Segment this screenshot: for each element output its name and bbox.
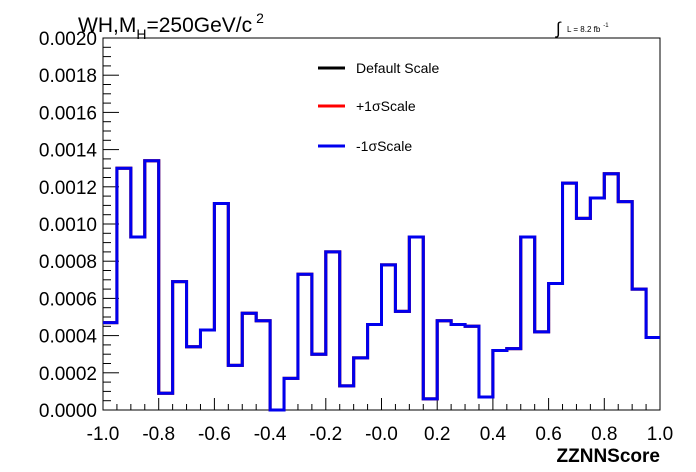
legend-label: -1σScale [356,138,412,154]
y-tick-label: 0.0000 [39,401,97,422]
lumi-label: L = 8.2 fb -1 [567,23,609,34]
legend-label: Default Scale [356,60,439,76]
x-tick-label: 0.2 [424,424,450,445]
x-tick-label: 0.6 [535,424,561,445]
x-tick-label: 0.4 [480,424,507,445]
y-tick-label: 0.0012 [39,178,97,199]
y-tick-label: 0.0018 [39,66,97,87]
histograms-group [103,159,660,412]
x-tick-label: -0.4 [254,424,287,445]
y-tick-label: 0.0008 [39,252,97,273]
lumi-superscript: -1 [603,23,609,29]
legend-label: +1σScale [356,98,416,114]
x-tick-label: 1.0 [647,424,673,445]
y-tick-label: 0.0016 [39,103,97,124]
histogram-series-3 [103,159,660,412]
x-tick-label: -0.2 [309,424,342,445]
y-tick-label: 0.0010 [39,215,97,236]
y-tick-label: 0.0002 [39,364,97,385]
y-tick-label: 0.0004 [39,327,98,348]
axes-group: -1.0 -0.8 -0.6 -0.4 -0.2 -0.0 0.2 0.4 0.6 0.8 1.0 0… [39,29,673,445]
x-axis-label: ZZNNScore [557,446,660,467]
chart-title-subscript: H [136,26,146,42]
x-tick-label: 0.8 [591,424,617,445]
x-tick-label: -0.8 [142,424,175,445]
lumi-integral-symbol: ∫ [555,19,562,38]
x-tick-label: -1.0 [87,424,120,445]
y-tick-label: 0.0020 [39,29,97,50]
x-tick-label: -0.6 [198,424,231,445]
y-tick-label: 0.0006 [39,289,97,310]
y-tick-label: 0.0014 [39,141,98,162]
legend: Default Scale +1σScale -1σScale [318,60,439,154]
x-tick-label: -0.0 [365,424,398,445]
chart-title-superscript: 2 [256,10,264,26]
chart-title: WH,MH=250GeV/c 2 [78,10,264,42]
